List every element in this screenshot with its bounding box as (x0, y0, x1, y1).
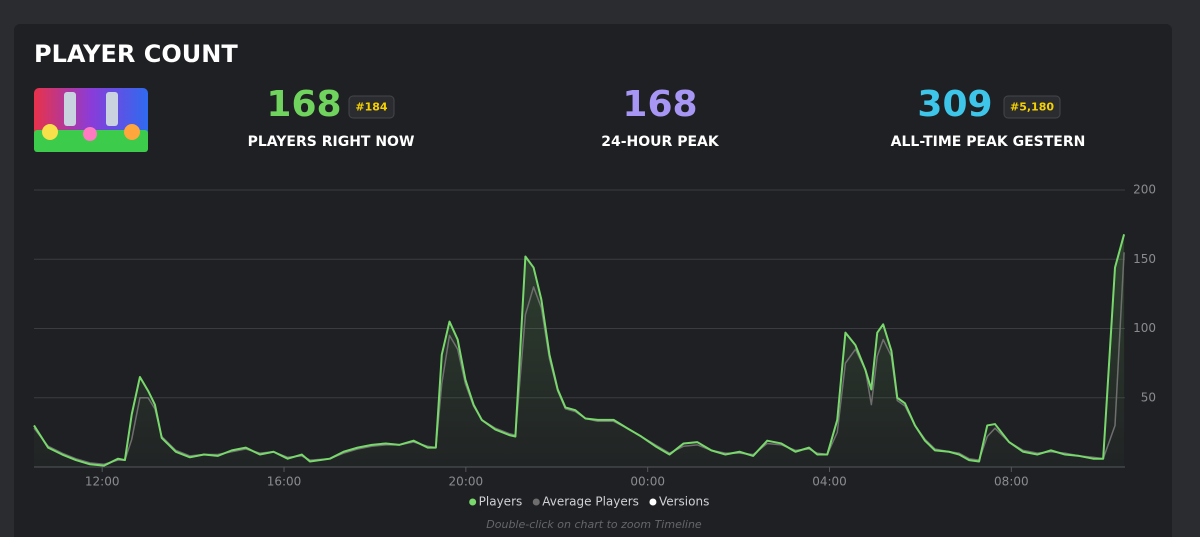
thumbnail-figure (64, 92, 76, 126)
x-tick-label: 12:00 (85, 475, 120, 489)
legend: Players Average Players Versions (469, 495, 709, 509)
stat-label: PLAYERS RIGHT NOW (248, 134, 415, 150)
chart[interactable]: 50 100 150 200 12:00 16:00 20:00 00:00 04:00 08:0… (33, 183, 1156, 532)
y-tick-label: 50 (1141, 390, 1156, 404)
stat-label: ALL-TIME PEAK GESTERN (891, 134, 1086, 150)
rank-text: #5,180 (1010, 101, 1054, 114)
thumbnail-ground (34, 130, 148, 152)
rank-badge (1003, 95, 1061, 119)
card-title: PLAYER COUNT (34, 40, 238, 68)
legend-marker (469, 498, 477, 506)
series-line (33, 234, 1126, 467)
legend-marker (649, 498, 657, 506)
legend-label: Players (479, 495, 523, 509)
chart-note: Double-click on chart to zoom Timeline (486, 518, 702, 531)
stat-value: 309 (917, 84, 992, 125)
thumbnail[interactable] (34, 88, 148, 152)
stat-label: 24-HOUR PEAK (601, 134, 720, 150)
legend-label: Average Players (542, 495, 639, 509)
legend-label: Versions (659, 495, 709, 509)
thumbnail-figure (106, 92, 118, 126)
x-tick-label: 00:00 (630, 475, 665, 489)
legend-marker (532, 498, 540, 506)
stats: 168 #184 PLAYERS RIGHT NOW 168 24-HOUR P… (248, 84, 1086, 150)
y-tick-label: 200 (1133, 183, 1156, 197)
thumbnail-blob (124, 124, 140, 140)
area (34, 234, 1125, 467)
thumbnail-blob (42, 124, 58, 140)
y-tick-label: 150 (1133, 252, 1156, 266)
x-tick-label: 20:00 (449, 475, 484, 489)
x-tick-label: 16:00 (267, 475, 302, 489)
x-tick-label: 08:00 (994, 475, 1029, 489)
y-tick-label: 100 (1133, 321, 1156, 335)
thumbnail-blob (83, 127, 97, 141)
rank-badge (348, 95, 395, 119)
rank-text: #184 (355, 101, 388, 114)
stat-value: 168 (266, 84, 341, 125)
x-tick-label: 04:00 (812, 475, 847, 489)
stat-value: 168 (622, 84, 697, 125)
